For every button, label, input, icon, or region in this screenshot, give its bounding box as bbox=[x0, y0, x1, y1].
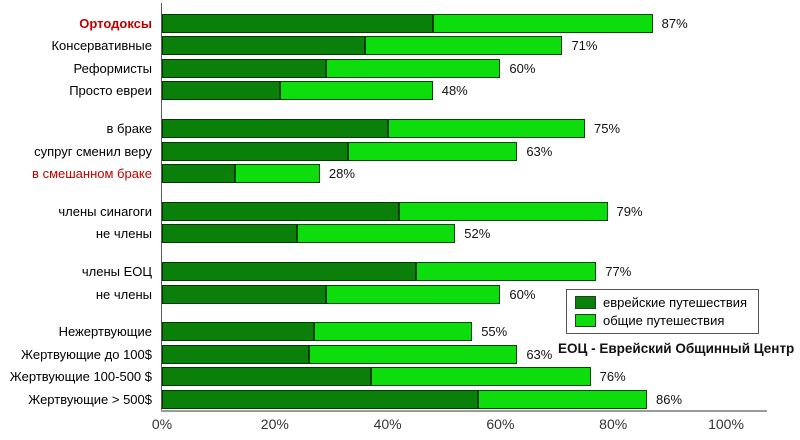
bar-segment-general bbox=[297, 224, 456, 244]
legend-swatch-general-icon bbox=[575, 314, 596, 327]
bar-segment-general bbox=[280, 81, 433, 101]
legend-swatch-jewish-icon bbox=[575, 296, 596, 309]
value-label: 28% bbox=[328, 165, 355, 181]
category-label: супруг сменил веру bbox=[34, 143, 152, 159]
category-label: в браке bbox=[106, 121, 153, 137]
bar-segment-jewish bbox=[162, 201, 399, 221]
x-tick-label: 20% bbox=[260, 416, 289, 432]
bar-segment-general bbox=[415, 262, 597, 282]
bar-segment-jewish bbox=[162, 322, 315, 342]
x-tick-label: 60% bbox=[486, 416, 515, 432]
bar-segment-general bbox=[325, 58, 501, 78]
bar-segment-general bbox=[477, 389, 648, 409]
bar-segment-jewish bbox=[162, 262, 416, 282]
bar-segment-general bbox=[365, 36, 563, 56]
bar-segment-general bbox=[398, 201, 608, 221]
note-eoc: ЕОЦ - Еврейский Общинный Центр bbox=[558, 341, 795, 356]
value-label: 63% bbox=[526, 346, 553, 362]
x-tick-label: 0% bbox=[151, 416, 173, 432]
category-label: Нежертвующие bbox=[58, 324, 152, 340]
category-label: не члены bbox=[95, 286, 152, 302]
legend-label-jewish: еврейские путешествия bbox=[603, 295, 748, 310]
bar-segment-general bbox=[432, 14, 653, 33]
value-label: 60% bbox=[509, 60, 536, 76]
bar-segment-general bbox=[370, 367, 591, 387]
bar-segment-jewish bbox=[162, 14, 433, 33]
x-tick-label: 100% bbox=[708, 416, 744, 432]
value-label: 52% bbox=[464, 226, 491, 242]
bar-segment-jewish bbox=[162, 163, 236, 183]
bar-segment-jewish bbox=[162, 389, 478, 409]
value-label: 48% bbox=[441, 83, 468, 99]
value-label: 75% bbox=[594, 121, 621, 137]
category-label: Жертвующие 100-500 $ bbox=[9, 369, 152, 385]
category-label: члены синагоги bbox=[58, 203, 152, 219]
bar-segment-general bbox=[387, 119, 585, 139]
bar-segment-jewish bbox=[162, 119, 388, 139]
bar-segment-jewish bbox=[162, 81, 281, 101]
value-label: 87% bbox=[661, 16, 688, 31]
bar-segment-general bbox=[325, 284, 501, 304]
value-label: 63% bbox=[526, 143, 553, 159]
legend-label-general: общие путешествия bbox=[603, 313, 725, 328]
value-label: 76% bbox=[599, 369, 626, 385]
bar-segment-jewish bbox=[162, 224, 298, 244]
legend: еврейские путешествия общие путешествия bbox=[566, 289, 759, 334]
x-tick-label: 80% bbox=[599, 416, 628, 432]
x-axis-line bbox=[161, 410, 767, 412]
category-label: Просто евреи bbox=[69, 83, 152, 99]
bar-segment-general bbox=[348, 141, 518, 161]
legend-entry-general: общие путешествия bbox=[575, 313, 750, 328]
bar-segment-jewish bbox=[162, 344, 309, 364]
bar-segment-general bbox=[314, 322, 473, 342]
bar-segment-jewish bbox=[162, 36, 366, 56]
value-label: 77% bbox=[605, 264, 632, 280]
category-label: члены ЕОЦ bbox=[81, 264, 152, 280]
category-label: Консервативные bbox=[51, 38, 152, 54]
category-label: не члены bbox=[95, 226, 152, 242]
bar-segment-jewish bbox=[162, 367, 371, 387]
category-label: Жертвующие > 500$ bbox=[28, 391, 152, 407]
bar-segment-jewish bbox=[162, 141, 349, 161]
category-label: Жертвующие до 100$ bbox=[21, 346, 152, 362]
bar-segment-jewish bbox=[162, 58, 326, 78]
value-label: 71% bbox=[571, 38, 598, 54]
category-label: Реформисты bbox=[73, 60, 152, 76]
y-axis-line bbox=[161, 3, 162, 411]
bar-segment-general bbox=[308, 344, 518, 364]
category-label: в смешанном браке bbox=[32, 165, 152, 181]
legend-entry-jewish: еврейские путешествия bbox=[575, 295, 750, 310]
value-label: 79% bbox=[616, 203, 643, 219]
bar-segment-jewish bbox=[162, 284, 326, 304]
value-label: 60% bbox=[509, 286, 536, 302]
bar-segment-general bbox=[235, 163, 320, 183]
x-tick-label: 40% bbox=[373, 416, 402, 432]
value-label: 86% bbox=[656, 391, 683, 407]
value-label: 55% bbox=[481, 324, 508, 340]
category-label: Ортодоксы bbox=[79, 16, 152, 31]
